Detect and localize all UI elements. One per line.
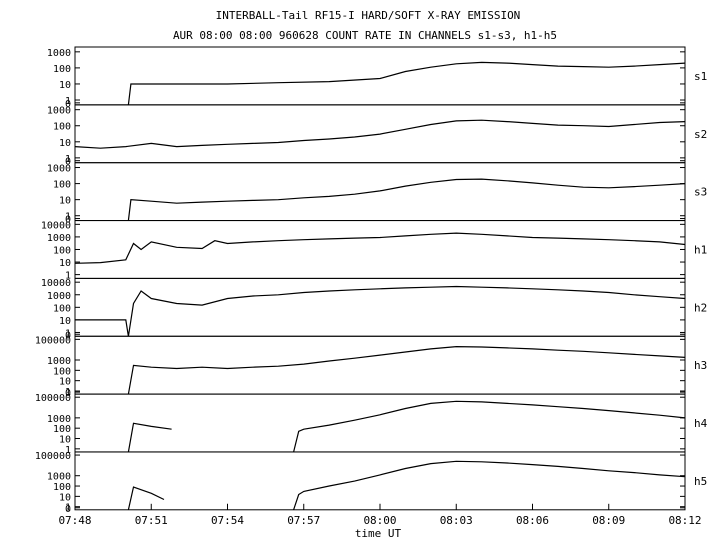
x-tick-label: 08:06 [516, 514, 549, 527]
y-tick-label: 1000 [47, 164, 71, 175]
y-tick-label: 10 [59, 377, 71, 388]
y-tick-label: 0 [65, 157, 71, 168]
y-tick-label: 100000 [35, 451, 71, 462]
panel-label: h3 [694, 359, 707, 372]
panels-group: 10001001010s110001001010s210001001010s31… [35, 46, 708, 515]
y-tick-label: 10 [59, 80, 71, 91]
x-tick-label: 07:54 [211, 514, 244, 527]
panel-frame [74, 451, 686, 511]
y-tick-label: 0 [65, 388, 71, 399]
y-tick-label: 10 [59, 196, 71, 207]
y-tick-label: 100 [53, 424, 71, 435]
x-tick-label: 08:03 [440, 514, 473, 527]
chart-subtitle: AUR 08:00 08:00 960628 COUNT RATE IN CHA… [173, 29, 557, 42]
y-tick-label: 100000 [35, 335, 71, 346]
series-line-h5 [127, 460, 686, 510]
y-tick-label: 1000 [47, 414, 71, 425]
x-tick-label: 07:48 [58, 514, 91, 527]
y-tick-label: 10 [59, 435, 71, 446]
series-line-h1 [74, 232, 686, 264]
y-tick-label: 1000 [47, 48, 71, 59]
panel-label: h2 [694, 301, 707, 314]
y-tick-label: 1 [65, 328, 71, 339]
panel-label: s3 [694, 186, 707, 199]
y-tick-label: 1000 [47, 356, 71, 367]
y-tick-label: 1 [65, 96, 71, 107]
panel-label: h4 [694, 417, 708, 430]
y-tick-label: 1000 [47, 106, 71, 117]
panel-label: h1 [694, 243, 707, 256]
y-tick-label: 1 [65, 503, 71, 514]
y-tick-label: 100 [53, 64, 71, 75]
y-tick-label: 10 [59, 138, 71, 149]
panel-label: s1 [694, 70, 707, 83]
y-tick-label: 1 [65, 154, 71, 165]
x-tick-label: 07:57 [287, 514, 320, 527]
y-tick-label: 10 [59, 316, 71, 327]
chart-title: INTERBALL-Tail RF15-I HARD/SOFT X-RAY EM… [216, 9, 521, 22]
y-tick-label: 1 [65, 445, 71, 456]
y-tick-label: 100 [53, 180, 71, 191]
x-axis-label: time UT [355, 527, 402, 540]
y-tick-label: 10000 [41, 278, 71, 289]
y-tick-label: 0 [65, 330, 71, 341]
y-tick-label: 100 [53, 366, 71, 377]
y-tick-label: 1 [65, 387, 71, 398]
y-tick-label: 1 [65, 271, 71, 282]
y-tick-label: 100 [53, 482, 71, 493]
y-tick-label: 0 [65, 504, 71, 515]
y-tick-label: 10 [59, 258, 71, 269]
y-tick-label: 10 [59, 492, 71, 503]
x-tick-label: 08:00 [363, 514, 396, 527]
panel-label: h5 [694, 475, 707, 488]
y-tick-label: 10000 [41, 220, 71, 231]
y-tick-label: 0 [65, 215, 71, 226]
series-line-h3 [127, 345, 686, 395]
panel-s2: 1000 100 10 10 s2 [47, 104, 707, 168]
panel-label: s2 [694, 128, 707, 141]
series-line-h2 [75, 285, 686, 337]
y-tick-label: 100 [53, 122, 71, 133]
x-tick-label: 08:12 [668, 514, 701, 527]
series-line-s1 [127, 61, 686, 105]
y-tick-label: 100000 [35, 393, 71, 404]
x-tick-label: 08:09 [592, 514, 625, 527]
y-tick-label: 0 [65, 99, 71, 110]
y-tick-label: 1000 [47, 233, 71, 244]
y-tick-label: 100 [53, 303, 71, 314]
series-line-s2 [74, 119, 686, 149]
x-axis: 07:48 07:51 07:54 07:57 08:00 08:03 08:06 08:09… [58, 503, 702, 527]
y-tick-label: 100 [53, 245, 71, 256]
series-line-s3 [127, 178, 686, 221]
y-tick-label: 1000 [47, 291, 71, 302]
y-tick-label: 1000 [47, 472, 71, 483]
y-tick-label: 1 [65, 212, 71, 223]
x-tick-label: 07:51 [135, 514, 168, 527]
series-line-h4 [127, 400, 686, 453]
